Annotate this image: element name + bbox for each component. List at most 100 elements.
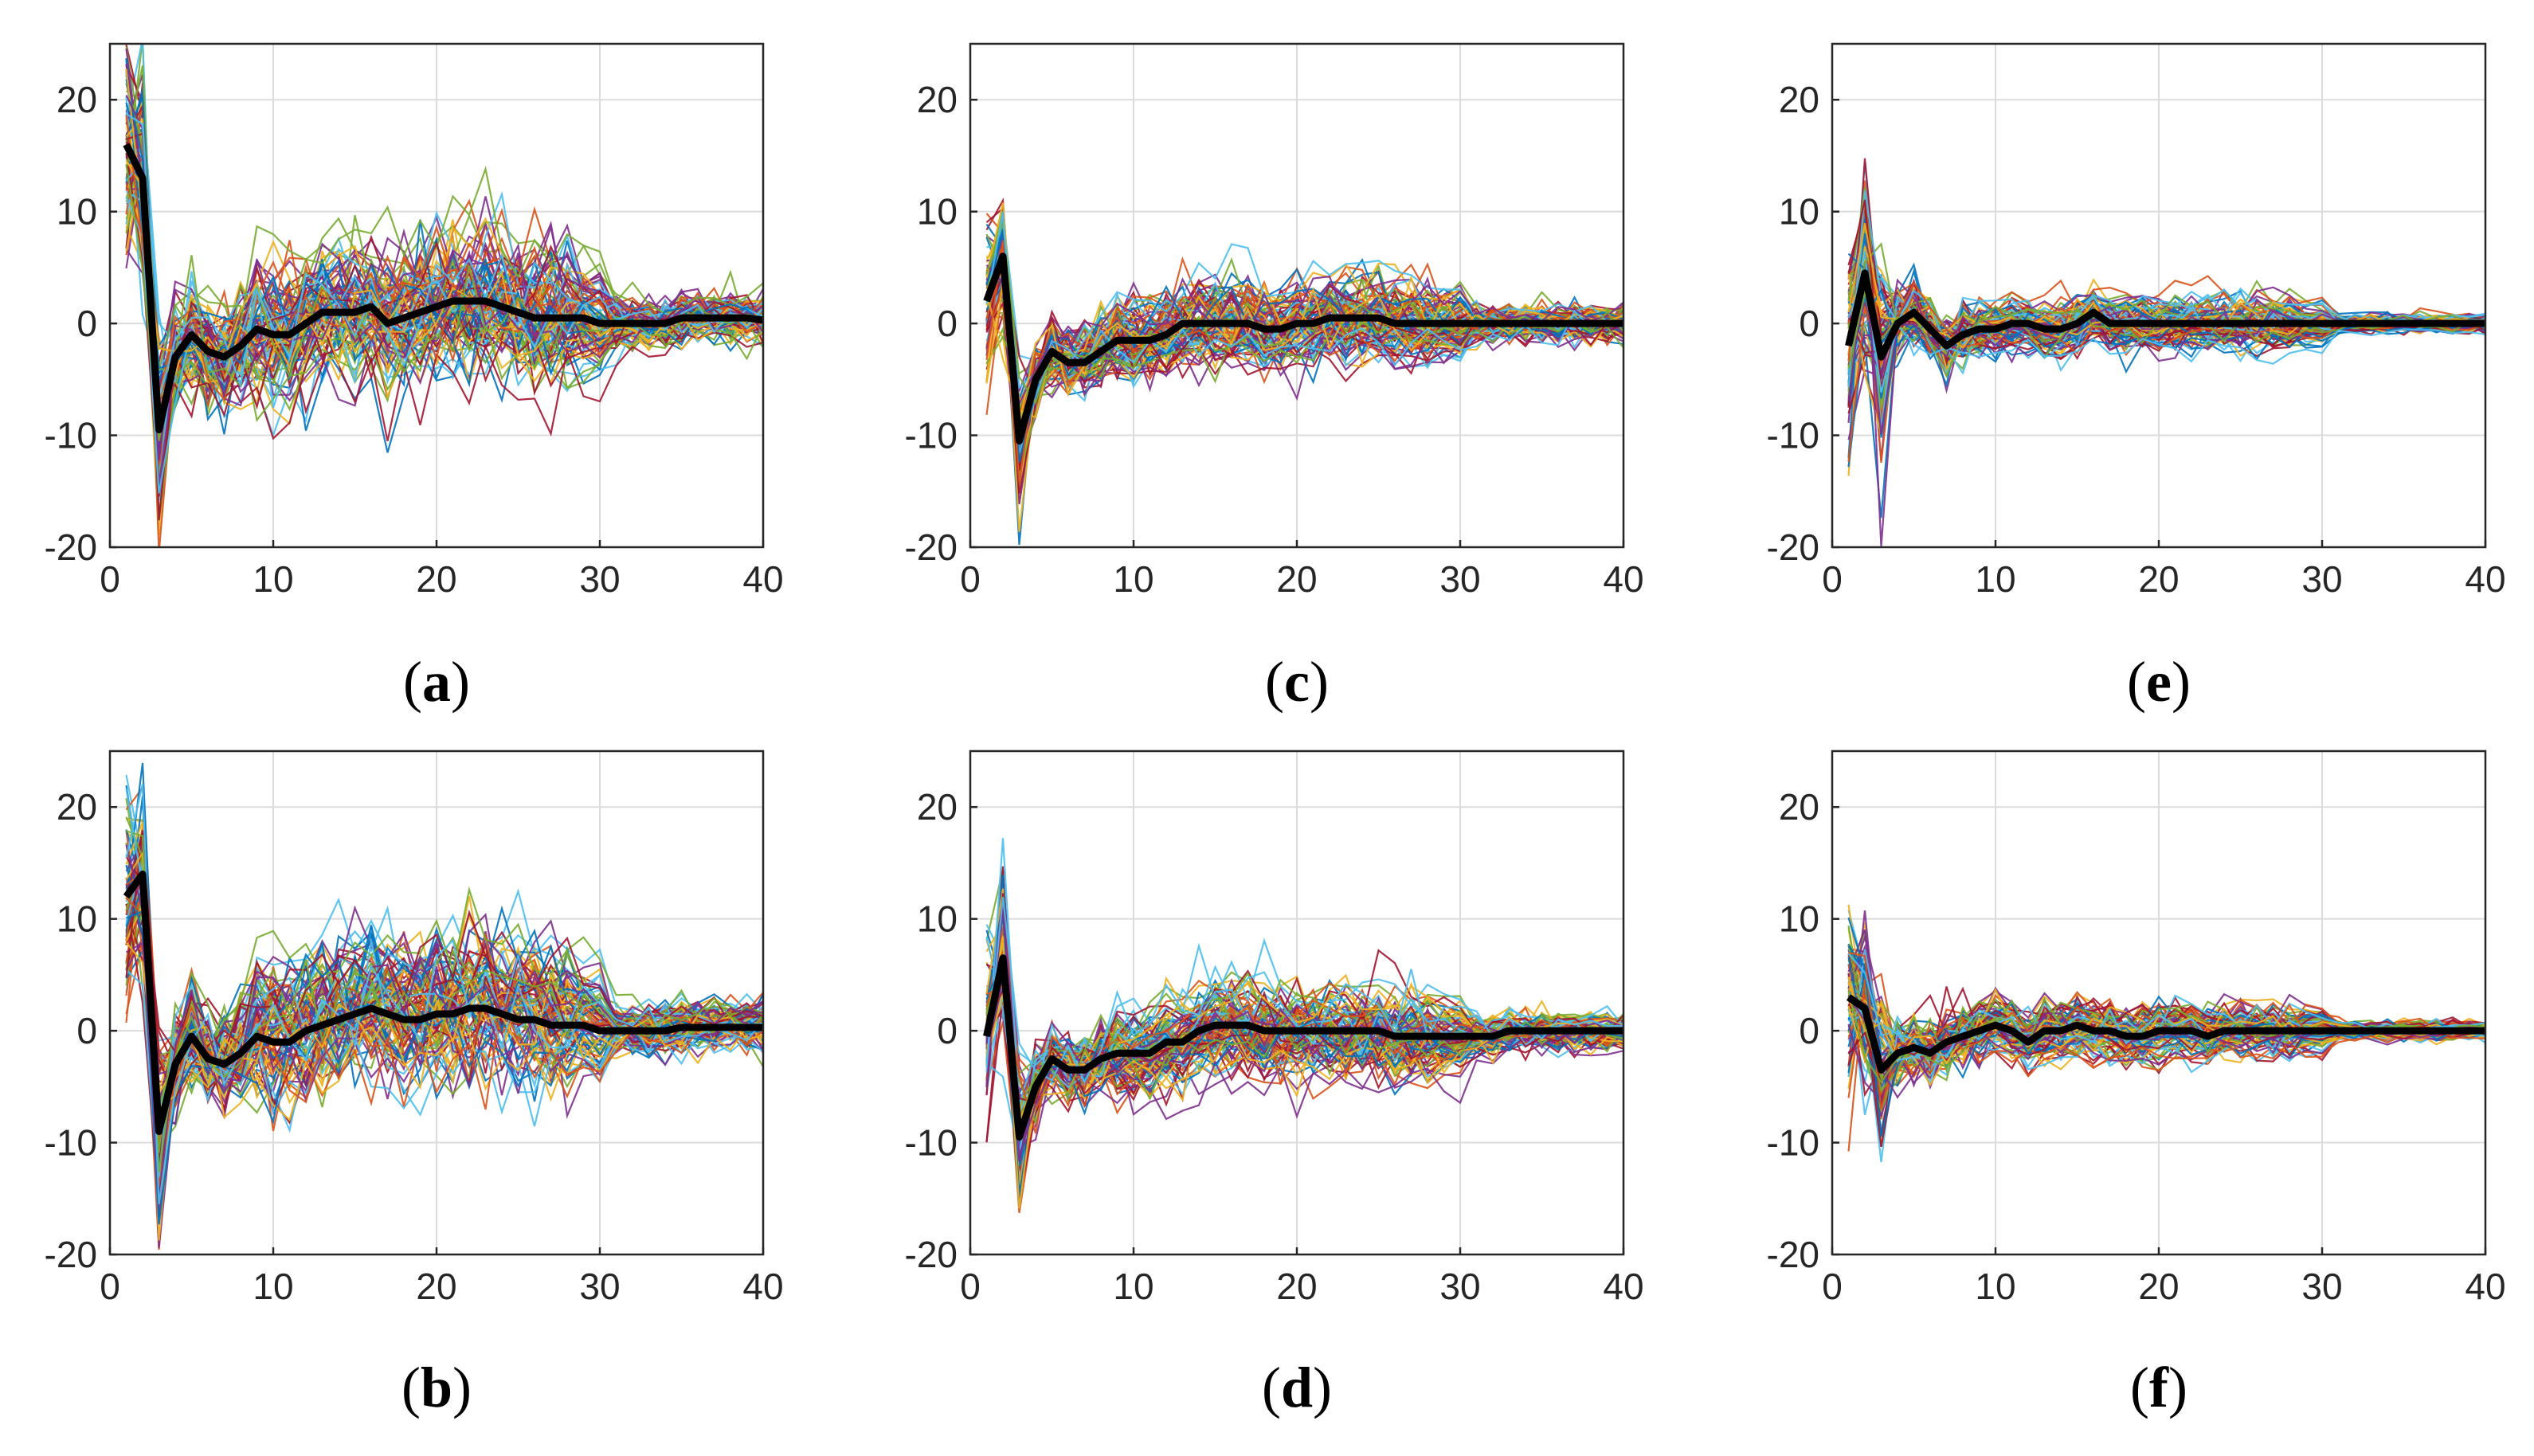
series-trace [125,856,763,1057]
y-tick-label: -20 [1767,526,1819,568]
x-tick-label: 0 [1822,558,1843,600]
mean-line [123,871,763,1135]
y-tick-label: 10 [1779,191,1819,233]
x-tick-label: 20 [416,1266,456,1307]
series-trace [1847,986,2485,1147]
caption-e: (e) [2127,650,2191,714]
series-trace [985,243,1623,454]
series-trace [985,893,1623,1132]
series-trace [985,959,1623,1207]
x-tick-label: 20 [1276,1266,1317,1307]
series-trace [125,64,763,487]
x-tick-label: 10 [1113,1266,1153,1307]
y-tick-label: -20 [45,526,97,568]
x-tick-label: 40 [1603,1266,1643,1307]
x-tick-label: 20 [2138,558,2179,600]
y-tick-label: 0 [937,303,958,344]
series-trace [125,163,763,441]
series-trace [125,827,763,1132]
y-tick-label: 0 [937,1010,958,1051]
x-tick-label: 30 [579,1266,620,1307]
panel-a: 0 10 20 30 40 -20 -10 0 10 20 [45,42,784,600]
series-trace [985,232,1623,433]
caption-b: (b) [401,1356,472,1419]
panel-e: 0 10 20 30 40 -20 -10 0 10 20 [1767,42,2506,600]
y-tick-label: -20 [45,1234,97,1275]
series-trace [986,247,1623,532]
caption-c: (c) [1265,650,1329,714]
mean-line [1846,994,2485,1074]
x-tick-label: 0 [960,558,981,600]
y-tick-label: -20 [905,526,958,568]
y-tick-label: 20 [1779,79,1819,120]
series-trace [1847,272,2485,393]
y-tick-label: 0 [1799,303,1819,344]
x-tick-label: 40 [1603,558,1643,600]
series-trace [126,162,763,433]
y-tick-label: -10 [45,415,97,456]
x-tick-label: 20 [2138,1266,2179,1307]
x-tick-label: 30 [2301,558,2342,600]
series-trace [125,871,763,1125]
x-tick-label: 0 [1822,1266,1843,1307]
caption-a: (a) [403,650,470,714]
x-tick-label: 30 [1439,558,1480,600]
series-trace [1847,978,2485,1152]
series-trace [985,264,1623,407]
series-trace [1847,1018,2485,1080]
y-tick-label: -10 [1767,415,1819,456]
y-tick-label: 20 [917,786,958,828]
panel-c: 0 10 20 30 40 -20 -10 0 10 20 [905,42,1644,600]
x-tick-label: 10 [253,558,293,600]
x-tick-label: 40 [742,558,783,600]
panel-b: 0 10 20 30 40 -20 -10 0 10 20 [45,750,784,1307]
series-trace [985,894,1623,1121]
mean-line [123,143,763,433]
series-trace [985,211,1623,439]
y-tick-label: -20 [1767,1234,1819,1275]
y-tick-label: 20 [57,79,97,120]
series-trace [125,844,763,1203]
x-tick-label: 30 [1439,1266,1480,1307]
series-trace [125,783,763,1204]
y-tick-label: -10 [905,415,958,456]
caption-f: (f) [2130,1356,2187,1419]
caption-d: (d) [1262,1356,1332,1419]
x-tick-label: 10 [1975,558,2015,600]
x-tick-label: 40 [2465,1266,2505,1307]
x-tick-label: 10 [1975,1266,2015,1307]
x-tick-label: 30 [2301,1266,2342,1307]
y-tick-label: -10 [45,1122,97,1164]
y-tick-label: -10 [905,1122,958,1164]
series-trace [985,207,1623,475]
x-tick-label: 0 [100,558,120,600]
x-tick-label: 10 [253,1266,293,1307]
y-tick-label: 0 [76,303,97,344]
series-trace [986,984,1623,1134]
mean-line [983,252,1623,445]
series-trace [985,987,1623,1105]
y-tick-label: 0 [76,1010,97,1051]
y-tick-label: -20 [905,1234,958,1275]
y-tick-label: 10 [57,898,97,940]
y-tick-label: 10 [917,898,958,940]
panel-f: 0 10 20 30 40 -20 -10 0 10 20 [1767,750,2506,1307]
series-trace [125,96,763,417]
x-tick-label: 40 [2465,558,2505,600]
series-trace [985,280,1623,440]
y-tick-label: 10 [57,191,97,233]
series-trace [125,114,763,399]
y-tick-label: 20 [1779,786,1819,828]
series-trace [125,855,763,1108]
y-tick-label: 20 [917,79,958,120]
y-tick-label: 10 [917,191,958,233]
panel-d: 0 10 20 30 40 -20 -10 0 10 20 [905,750,1644,1307]
x-tick-label: 30 [579,558,620,600]
x-tick-label: 40 [742,1266,783,1307]
y-tick-label: 10 [1779,898,1819,940]
y-tick-label: -10 [1767,1122,1819,1164]
series-trace [985,275,1623,419]
x-tick-label: 20 [416,558,456,600]
x-tick-label: 0 [100,1266,120,1307]
